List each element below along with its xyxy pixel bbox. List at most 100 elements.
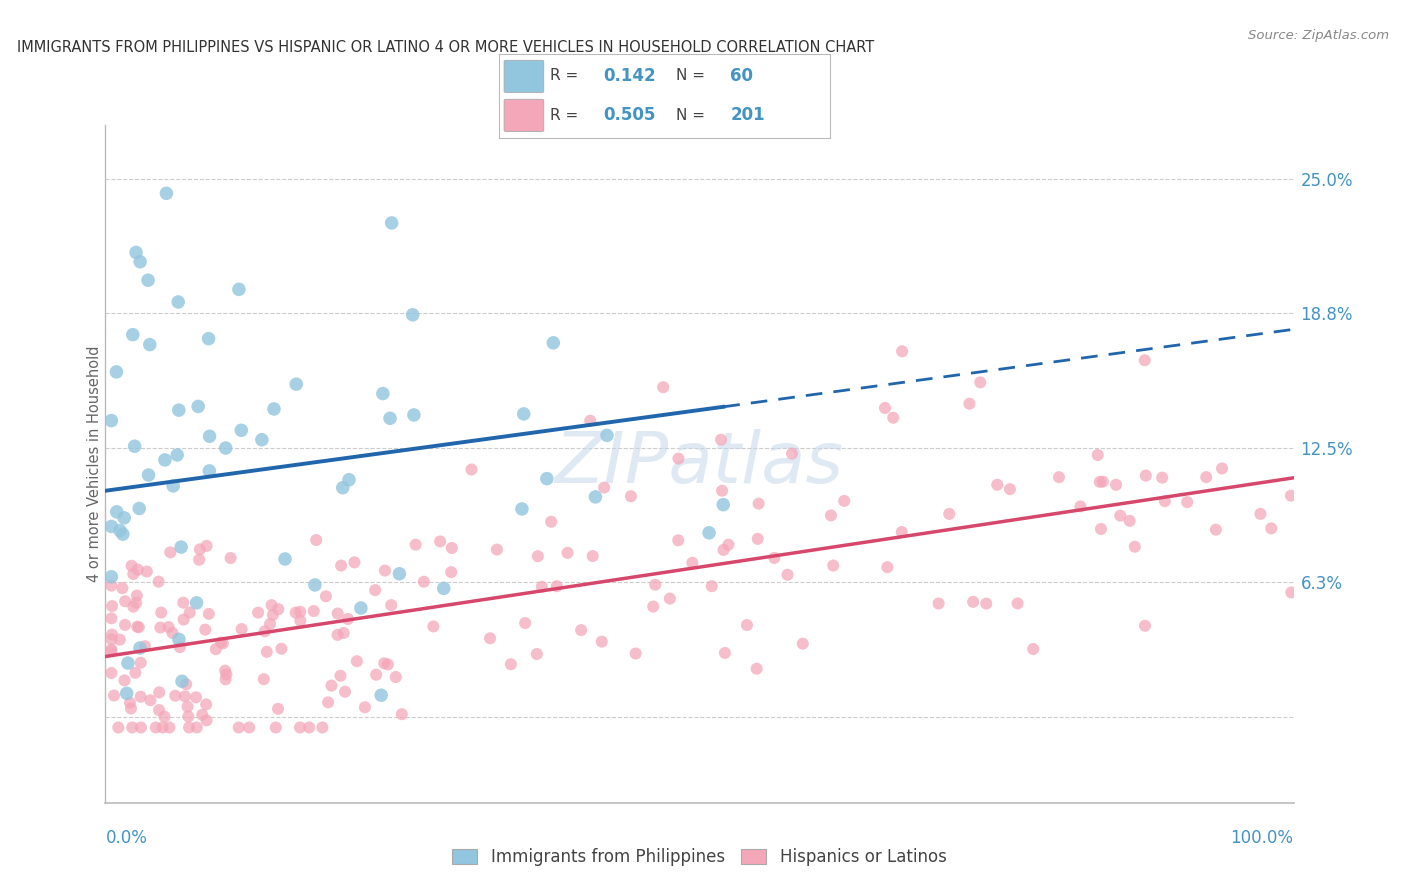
Point [513, 615, 536, 630]
Point [748, 497, 770, 511]
Point [391, 707, 413, 722]
Point [129, 690, 152, 704]
Point [326, 607, 349, 621]
Point [263, 401, 285, 416]
Point [928, 597, 950, 611]
Point [134, 639, 156, 653]
Point [700, 579, 723, 593]
Point [139, 693, 162, 707]
Point [381, 216, 404, 230]
Point [370, 688, 392, 702]
Point [100, 665, 122, 680]
Text: R =: R = [550, 69, 583, 84]
Point [129, 640, 152, 655]
Point [1211, 461, 1233, 475]
Point [125, 596, 148, 610]
Point [169, 640, 191, 654]
Point [128, 501, 150, 516]
Point [440, 541, 463, 555]
Point [402, 308, 425, 322]
Point [735, 618, 758, 632]
Point [285, 377, 308, 392]
Point [326, 628, 349, 642]
Point [231, 622, 253, 636]
Point [429, 534, 451, 549]
Point [1105, 477, 1128, 491]
Point [540, 515, 562, 529]
Point [115, 686, 138, 700]
Point [186, 721, 208, 735]
Point [377, 657, 399, 672]
Point [668, 451, 690, 466]
Point [1123, 540, 1146, 554]
Point [152, 721, 174, 735]
Point [1249, 507, 1271, 521]
Point [108, 632, 131, 647]
Point [1109, 508, 1132, 523]
Point [138, 468, 160, 483]
Point [124, 439, 146, 453]
Point [336, 612, 359, 626]
Point [162, 479, 184, 493]
Y-axis label: 4 or more Vehicles in Household: 4 or more Vehicles in Household [87, 345, 101, 582]
Point [333, 685, 356, 699]
Point [422, 619, 444, 633]
Point [139, 337, 162, 351]
Point [145, 721, 167, 735]
Point [186, 596, 208, 610]
Point [938, 507, 960, 521]
Point [697, 525, 720, 540]
Point [378, 411, 401, 425]
Point [1047, 470, 1070, 484]
FancyBboxPatch shape [505, 61, 544, 93]
Point [329, 669, 352, 683]
Point [290, 614, 312, 628]
Text: 201: 201 [731, 106, 765, 124]
Point [582, 549, 605, 563]
Point [274, 552, 297, 566]
Point [188, 553, 211, 567]
Point [1133, 619, 1156, 633]
Point [792, 637, 814, 651]
Point [100, 570, 122, 584]
Text: Source: ZipAtlas.com: Source: ZipAtlas.com [1249, 29, 1389, 42]
Point [179, 606, 201, 620]
Point [583, 490, 606, 504]
Point [1133, 353, 1156, 368]
Point [120, 701, 142, 715]
Point [1007, 596, 1029, 610]
Point [114, 618, 136, 632]
Point [114, 594, 136, 608]
Point [820, 508, 842, 523]
Point [107, 721, 129, 735]
Point [167, 295, 190, 310]
Point [543, 335, 565, 350]
Point [101, 599, 124, 613]
Point [174, 690, 197, 704]
Point [666, 533, 689, 548]
Point [405, 538, 427, 552]
Point [1069, 500, 1091, 514]
Point [557, 546, 579, 560]
Point [530, 580, 553, 594]
Point [620, 489, 643, 503]
Text: ZIPatlas: ZIPatlas [555, 429, 844, 499]
Point [250, 433, 273, 447]
Point [231, 423, 253, 437]
Point [253, 672, 276, 686]
Point [100, 642, 122, 657]
Point [105, 505, 128, 519]
Point [170, 540, 193, 554]
Point [195, 698, 218, 712]
Point [388, 566, 411, 581]
Point [108, 524, 131, 538]
Point [198, 464, 221, 478]
Point [100, 413, 122, 427]
Point [536, 472, 558, 486]
Point [135, 565, 157, 579]
Point [167, 403, 190, 417]
Point [717, 538, 740, 552]
Point [136, 273, 159, 287]
Point [681, 556, 703, 570]
Text: N =: N = [676, 69, 710, 84]
